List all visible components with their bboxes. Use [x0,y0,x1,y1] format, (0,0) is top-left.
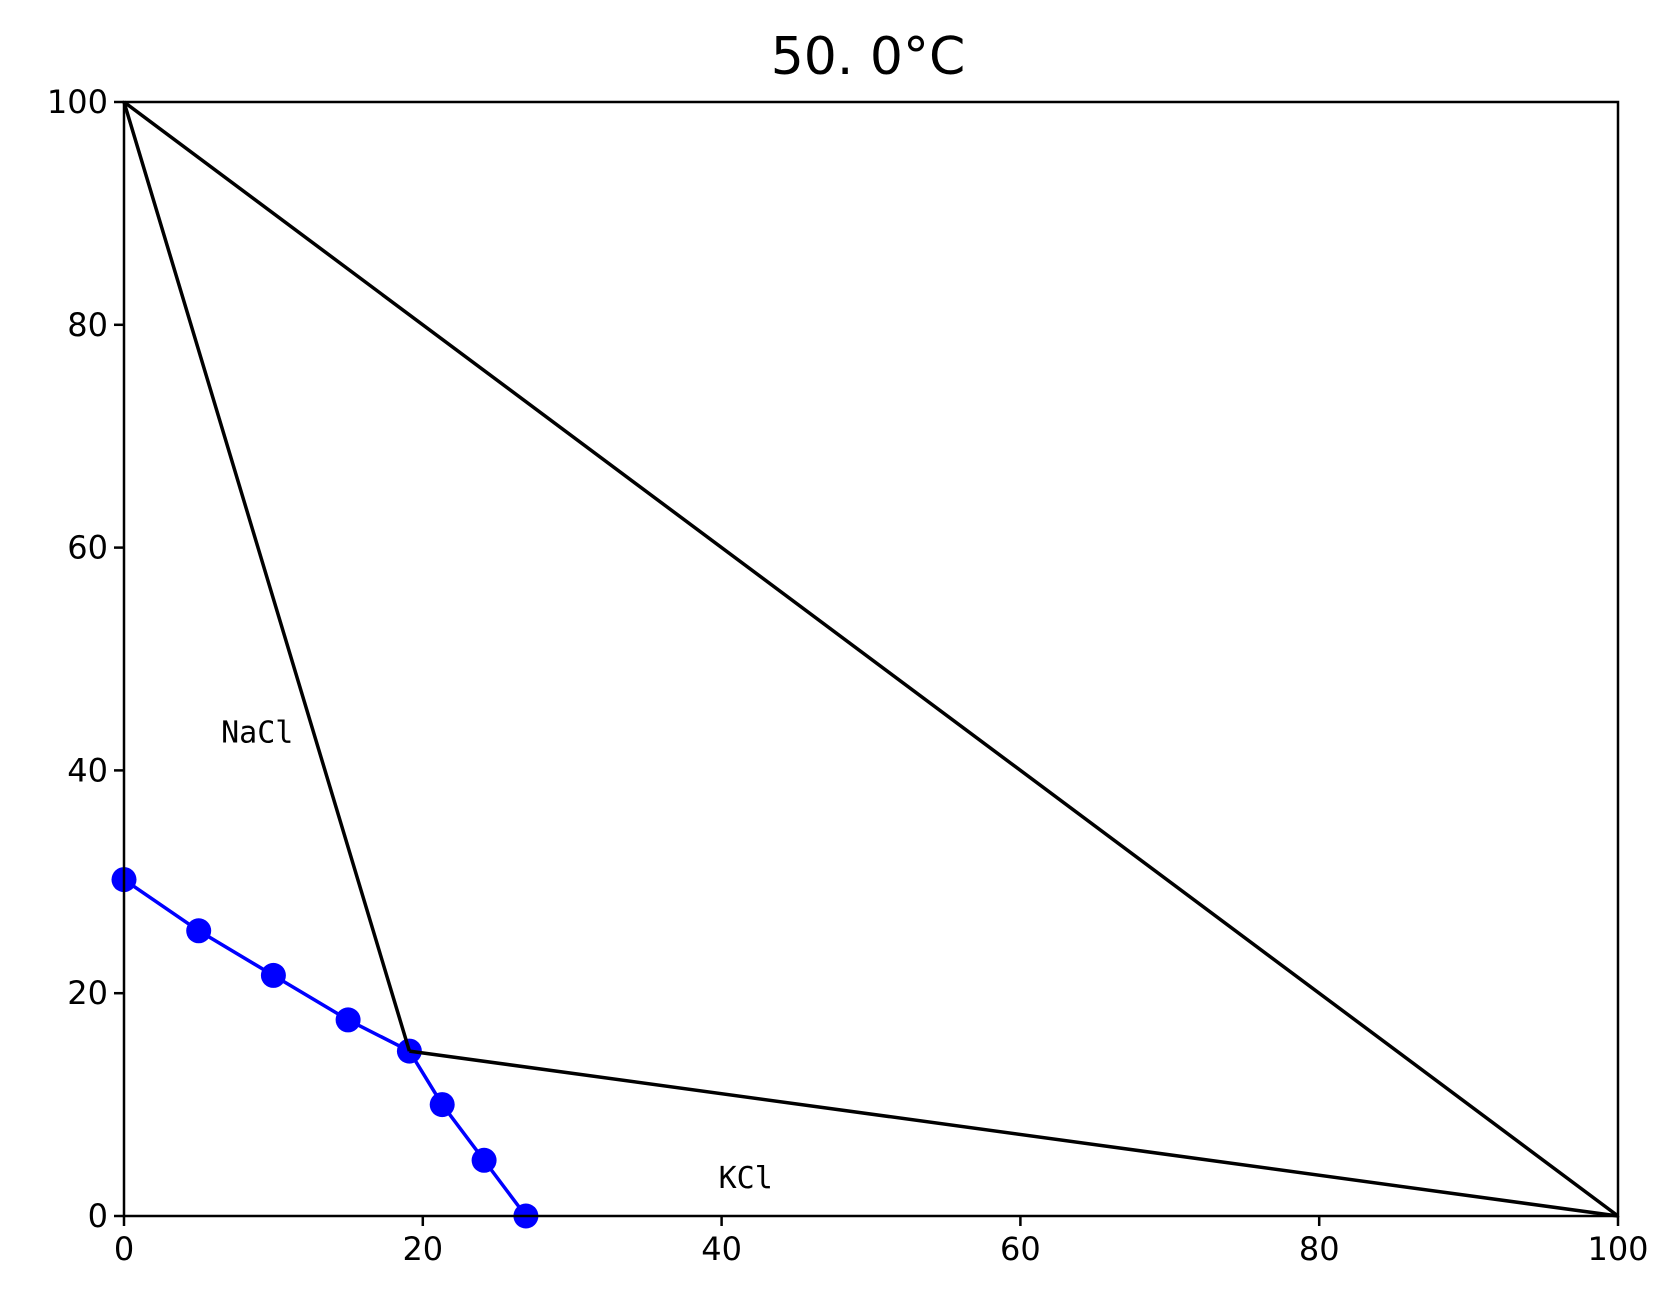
x-tick-label: 40 [701,1230,742,1268]
series-3-line [122,100,1620,1218]
x-tick-label: 20 [402,1230,443,1268]
series-0-point [335,1007,361,1033]
series-0-line [123,878,528,1218]
x-tick-label: 0 [114,1230,134,1268]
annotation-nacl: NaCl [221,716,293,751]
y-tick-label: 100 [47,83,108,121]
x-tick-label: 60 [1000,1230,1041,1268]
y-tick-label: 0 [88,1197,108,1235]
axis-ticks: 0 20 40 60 80 100 0 20 40 60 80 100 [47,83,1649,1268]
series-0-point [471,1147,497,1173]
series-2-line [409,1049,1619,1218]
series-0-point [186,918,212,944]
chart-title: 50. 0°C [771,27,966,87]
axes-frame [122,100,1620,1218]
annotations: NaCl KCl [221,716,773,1197]
annotation-kcl: KCl [719,1161,773,1196]
x-tick-label: 100 [1587,1230,1648,1268]
series-0-point [429,1092,455,1118]
y-tick-label: 20 [67,974,108,1012]
x-tick-label: 80 [1299,1230,1340,1268]
y-tick-label: 60 [67,529,108,567]
series-1-line [122,101,412,1052]
plot-area [111,100,1620,1229]
y-tick-label: 40 [67,751,108,789]
series-0-point [260,962,286,988]
y-tick-label: 80 [67,306,108,344]
